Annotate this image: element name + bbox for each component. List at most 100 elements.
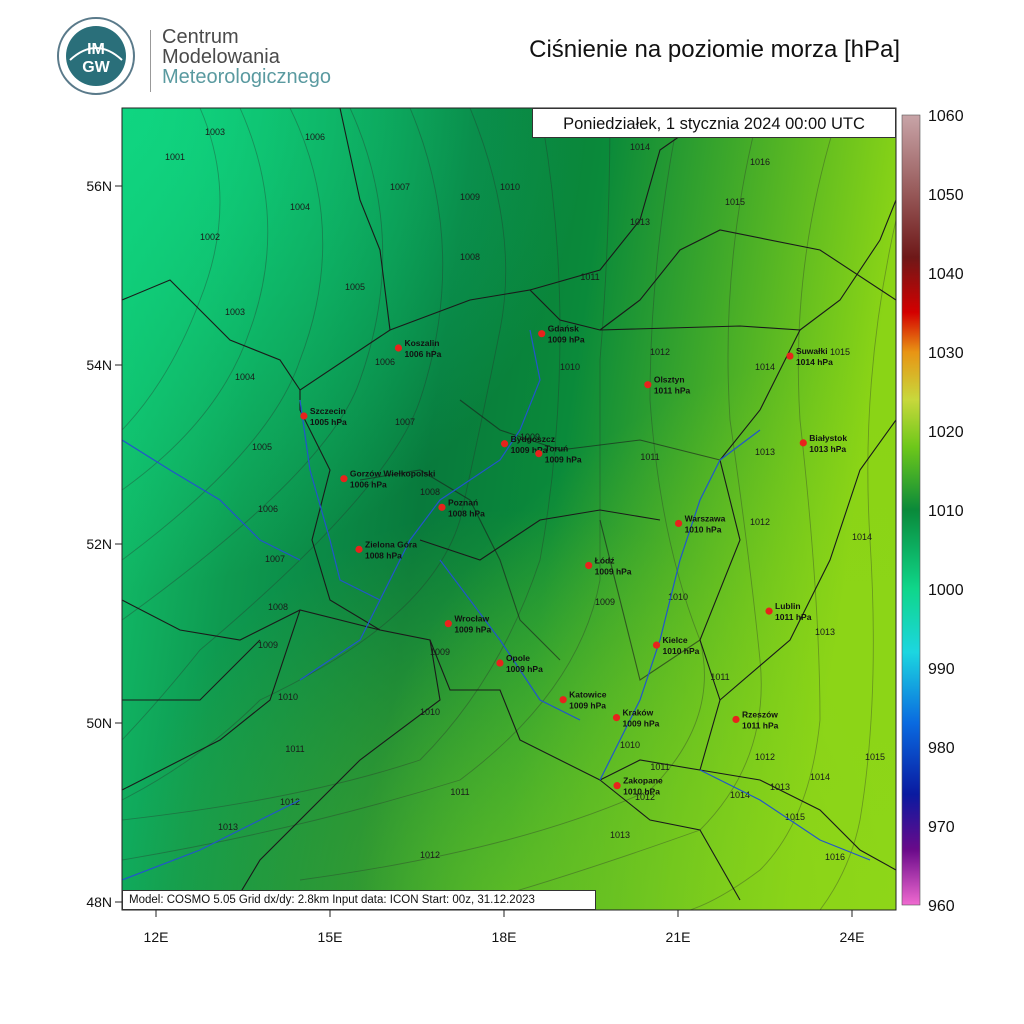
city-name: Rzeszów xyxy=(742,709,778,719)
isobar-label: 1010 xyxy=(278,692,298,702)
isobar-label: 1015 xyxy=(865,752,885,762)
city-pressure: 1010 hPa xyxy=(685,524,722,534)
map-axes: 56N 54N 52N 50N 48N 12E 15E 18E 21E 24E xyxy=(86,178,864,945)
city-dot xyxy=(786,352,794,360)
org-line-2: Modelowania xyxy=(162,46,280,68)
city-dot xyxy=(355,545,363,553)
colorbar-label: 1030 xyxy=(928,345,964,362)
city-name: Zakopane xyxy=(623,776,663,786)
city-pressure: 1011 hPa xyxy=(742,720,779,730)
colorbar-label: 970 xyxy=(928,819,955,836)
city-dot xyxy=(394,344,403,352)
city-name: Wrocław xyxy=(454,614,489,624)
isobar-label: 1009 xyxy=(460,192,480,202)
isobar-label: 1013 xyxy=(610,830,630,840)
city-name: Katowice xyxy=(569,690,607,700)
city-name: Toruń xyxy=(545,444,568,454)
colorbar-label: 990 xyxy=(928,661,955,678)
isobar-label: 1012 xyxy=(650,347,670,357)
org-line-1: Centrum xyxy=(162,26,239,48)
city-pressure: 1010 hPa xyxy=(663,646,700,656)
isobar-label: 1016 xyxy=(825,852,845,862)
isobar-label: 1011 xyxy=(285,744,304,754)
isobar-label: 1001 xyxy=(165,152,185,162)
city-name: Kraków xyxy=(623,708,654,718)
lat-label: 54N xyxy=(86,357,112,373)
isobar-label: 1007 xyxy=(395,417,415,427)
isobar-label: 1010 xyxy=(420,707,440,717)
city-pressure: 1006 hPa xyxy=(404,349,441,359)
isobar-label: 1009 xyxy=(258,640,278,650)
lon-label: 21E xyxy=(666,929,691,945)
logo-text-top: IM xyxy=(87,41,105,58)
colorbar-labels: 1060 1050 1040 1030 1020 1010 1000 990 980 970 960 xyxy=(928,108,964,915)
map-border xyxy=(121,107,897,911)
city-name: Koszalin xyxy=(404,338,439,348)
isobar-label: 1009 xyxy=(595,597,615,607)
city-pressure: 1008 hPa xyxy=(365,550,402,560)
colorbar-label: 980 xyxy=(928,740,955,757)
isobar-label: 1014 xyxy=(755,362,775,372)
map-title: Ciśnienie na poziomie morza [hPa] xyxy=(529,36,900,63)
isobar-label: 1010 xyxy=(560,362,580,372)
city-name: Zielona Góra xyxy=(365,539,417,549)
isobar-label: 1011 xyxy=(580,272,599,282)
colorbar-label: 1000 xyxy=(928,582,964,599)
isobar-label: 1002 xyxy=(200,232,220,242)
city-name: Poznań xyxy=(448,497,478,507)
isobar-label: 1013 xyxy=(630,217,650,227)
city-name: Łódź xyxy=(595,555,615,565)
isobar-label: 1014 xyxy=(630,142,650,152)
map-field: 1003 1006 1001 1007 1009 1010 1014 1016 1015 1013… xyxy=(122,108,896,910)
colorbar-label: 1060 xyxy=(928,108,964,125)
isobar-label: 1013 xyxy=(218,822,238,832)
isobar-label: 1009 xyxy=(430,647,450,657)
city-pressure: 1009 hPa xyxy=(511,445,548,455)
isobar-label: 1012 xyxy=(755,752,775,762)
imgw-logo: IM GW xyxy=(57,17,135,95)
city-dot xyxy=(732,715,740,724)
city-dot xyxy=(799,439,807,447)
city-name: Lublin xyxy=(775,601,801,611)
isobar-label: 1016 xyxy=(750,157,770,167)
lon-label: 12E xyxy=(144,929,169,945)
city-name: Suwałki xyxy=(796,346,828,356)
isobar-label: 1007 xyxy=(390,182,410,192)
isobar-label: 1004 xyxy=(235,372,255,382)
forecast-datetime: Poniedziałek, 1 stycznia 2024 00:00 UTC xyxy=(532,108,896,138)
city-name: Białystok xyxy=(809,433,847,443)
isobar-label: 1006 xyxy=(258,504,278,514)
isobar-label: 1012 xyxy=(280,797,300,807)
isobar-label: 1011 xyxy=(650,762,669,772)
city-pressure: 1009 hPa xyxy=(595,566,632,576)
isobar-label: 1006 xyxy=(375,357,395,367)
isobar-label: 1012 xyxy=(750,517,770,527)
lon-label: 18E xyxy=(492,929,517,945)
isobar-label: 1008 xyxy=(268,602,288,612)
model-info: Model: COSMO 5.05 Grid dx/dy: 2.8km Inpu… xyxy=(122,890,596,910)
isobar-label: 1015 xyxy=(785,812,805,822)
isobar-label: 1013 xyxy=(770,782,790,792)
lat-label: 56N xyxy=(86,178,112,194)
city-pressure: 1009 hPa xyxy=(548,335,585,345)
city-name: Olsztyn xyxy=(654,375,685,385)
city-dot xyxy=(612,714,621,722)
isobar-labels: 1003 1006 1001 1007 1009 1010 1014 1016 1015 1013… xyxy=(165,127,885,862)
city-pressure: 1005 hPa xyxy=(310,417,347,427)
isobar-label: 1013 xyxy=(755,447,775,457)
isobar-label: 1011 xyxy=(640,452,659,462)
city-dot xyxy=(438,503,446,511)
lon-label: 15E xyxy=(318,929,343,945)
isobar-label: 1012 xyxy=(635,792,655,802)
